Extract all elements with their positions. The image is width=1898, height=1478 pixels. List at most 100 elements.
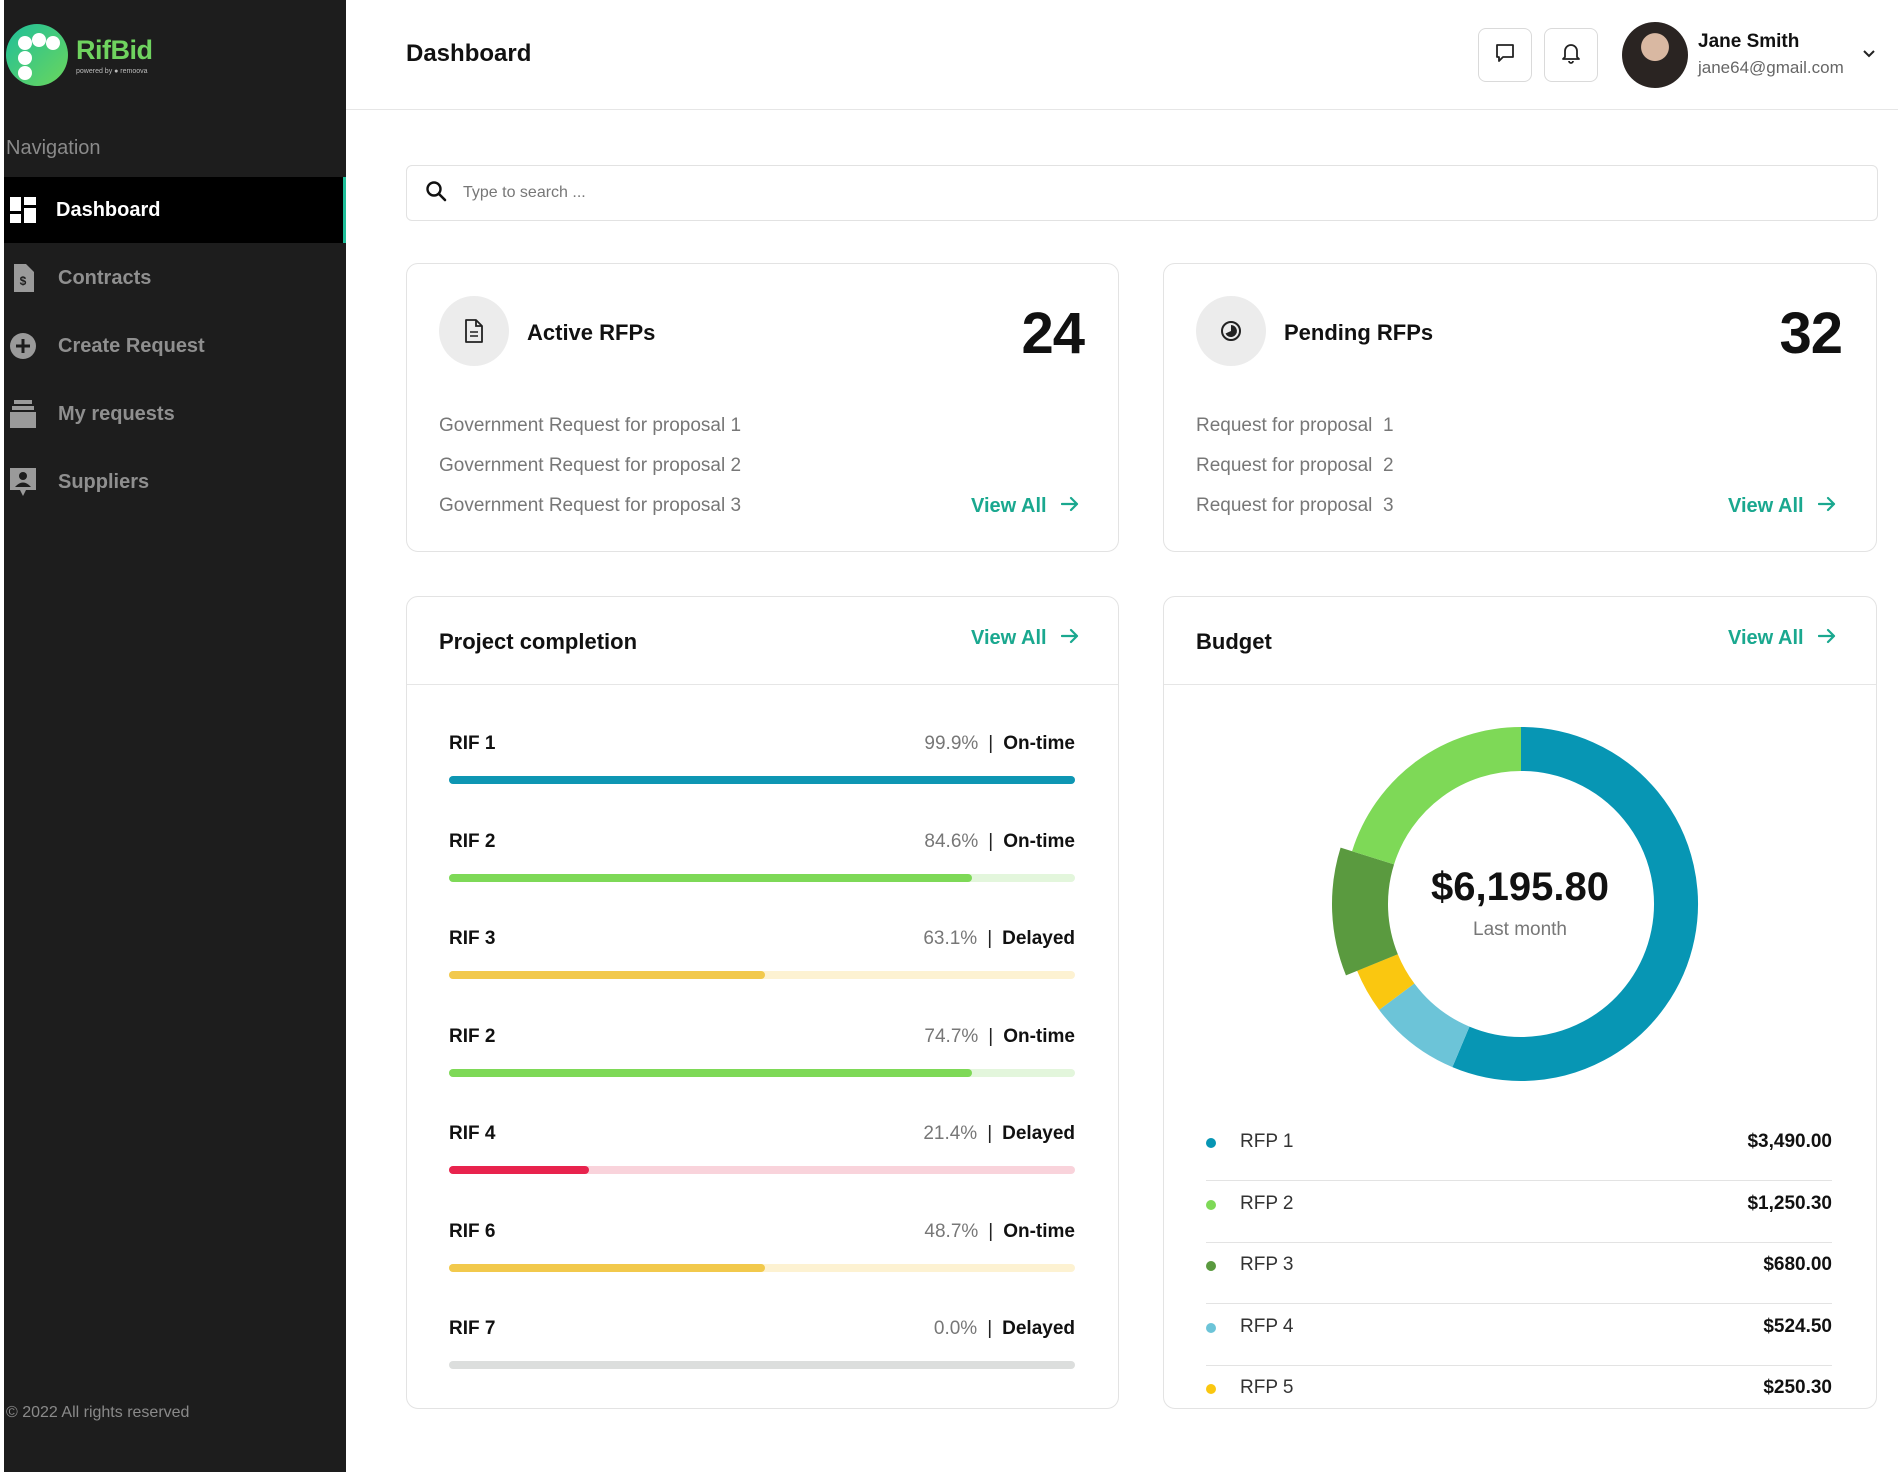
legend-value: $524.50 (1763, 1315, 1832, 1337)
progress-percent: 99.9% (924, 733, 979, 754)
progress-percent: 63.1% (923, 928, 978, 949)
donut-slice-rfp-1[interactable] (1452, 727, 1698, 1081)
brand-logo[interactable]: RifBid powered by ● remoova (6, 24, 153, 86)
budget-view-all-link[interactable]: View All (1728, 627, 1836, 650)
project-completion-card: Project completion View All RIF 1 99.9% | O… (406, 596, 1119, 1409)
progress-name: RIF 2 (449, 1025, 496, 1047)
progress-percent: 48.7% (924, 1220, 979, 1242)
sidebar-item-dashboard[interactable]: Dashboard (4, 177, 346, 243)
sidebar-item-label: My requests (58, 402, 175, 425)
legend-dot (1206, 1261, 1216, 1271)
progress-name: RIF 6 (449, 1220, 496, 1242)
progress-row[interactable]: RIF 4 21.4% | Delayed (449, 1123, 1075, 1183)
progress-fill (449, 873, 972, 882)
progress-status: On-time (1003, 1025, 1075, 1047)
legend-label: RFP 3 (1240, 1254, 1294, 1275)
budget-legend-row[interactable]: RFP 4 $524.50 (1206, 1304, 1832, 1366)
donut-slice-rfp-4[interactable] (1379, 982, 1471, 1068)
search-bar (406, 165, 1878, 221)
list-item[interactable]: Request for proposal 1 (1196, 415, 1394, 436)
progress-name: RIF 3 (449, 928, 496, 949)
pending-rfps-list: Request for proposal 1 Request for propo… (1196, 414, 1394, 534)
progress-status: Delayed (1002, 1123, 1075, 1144)
active-rfps-list: Government Request for proposal 1 Govern… (439, 414, 741, 534)
project-completion-view-all-link[interactable]: View All (971, 627, 1079, 650)
notifications-button[interactable] (1544, 28, 1598, 82)
budget-card: Budget View All $6,195.80 Last month RFP… (1163, 596, 1877, 1409)
legend-dot (1206, 1138, 1216, 1148)
copyright: © 2022 All rights reserved (6, 1404, 190, 1421)
budget-title: Budget (1196, 629, 1272, 654)
project-completion-title: Project completion (439, 629, 638, 654)
contract-document-icon: $ (8, 263, 38, 293)
budget-header: Budget View All (1164, 597, 1876, 685)
sidebar-item-suppliers[interactable]: Suppliers (4, 449, 346, 515)
budget-legend-row[interactable]: RFP 1 $3,490.00 (1206, 1119, 1832, 1181)
brand-name: RifBid (76, 35, 153, 65)
donut-slice-rfp-3[interactable] (1332, 847, 1399, 976)
separator: | (987, 1123, 993, 1144)
progress-fill (449, 1068, 972, 1077)
sidebar-item-label: Dashboard (56, 198, 161, 221)
progress-status: Delayed (1002, 928, 1075, 949)
list-item[interactable]: Government Request for proposal 2 (439, 455, 742, 476)
progress-row[interactable]: RIF 1 99.9% | On-time (449, 733, 1075, 793)
progress-row[interactable]: RIF 7 0.0% | Delayed (449, 1318, 1075, 1378)
budget-legend-row[interactable]: RFP 3 $680.00 (1206, 1242, 1832, 1304)
progress-percent: 84.6% (924, 830, 979, 852)
progress-fill (449, 1263, 765, 1272)
progress-name: RIF 4 (449, 1123, 496, 1144)
view-all-label: View All (971, 495, 1047, 517)
sidebar-item-my-requests[interactable]: My requests (4, 381, 346, 447)
pending-rfps-title: Pending RFPs (1284, 320, 1434, 345)
progress-fill (449, 776, 1075, 784)
list-item[interactable]: Government Request for proposal 1 (439, 415, 742, 436)
progress-row[interactable]: RIF 2 74.7% | On-time (449, 1026, 1075, 1086)
pending-rfps-count: 32 (1779, 301, 1843, 366)
progress-status: Delayed (1002, 1318, 1075, 1339)
top-header: Dashboard Jane Smith jane64@gmail.com (346, 0, 1898, 110)
progress-status: On-time (1003, 733, 1075, 754)
list-item[interactable]: Request for proposal 2 (1196, 455, 1394, 476)
progress-row[interactable]: RIF 6 48.7% | On-time (449, 1221, 1075, 1281)
sidebar-nav: Dashboard $ Contracts Create Request My … (4, 177, 346, 517)
progress-track (449, 1361, 1075, 1369)
donut-slice-rfp-2[interactable] (1352, 727, 1522, 865)
pending-rfps-card: Pending RFPs 32 Request for proposal 1 R… (1163, 263, 1877, 552)
chat-bubble-icon (1495, 43, 1515, 68)
arrow-right-icon (1804, 627, 1836, 650)
sidebar-item-label: Contracts (58, 266, 152, 289)
progress-track (449, 873, 1075, 882)
sidebar: RifBid powered by ● remoova Navigation D… (4, 0, 346, 1472)
svg-text:$: $ (20, 274, 27, 288)
active-rfps-count: 24 (1021, 301, 1085, 366)
progress-fill (449, 1166, 589, 1174)
donut-slice-rfp-5[interactable] (1357, 953, 1415, 1010)
sidebar-item-label: Suppliers (58, 470, 150, 493)
sidebar-item-create-request[interactable]: Create Request (4, 313, 346, 379)
progress-name: RIF 1 (449, 733, 496, 754)
messages-button[interactable] (1478, 28, 1532, 82)
sidebar-item-contracts[interactable]: $ Contracts (4, 245, 346, 311)
list-item[interactable]: Request for proposal 3 (1196, 495, 1394, 516)
progress-fill (449, 971, 765, 979)
progress-track (449, 1166, 1075, 1174)
progress-percent: 21.4% (923, 1123, 978, 1144)
progress-status: On-time (1003, 830, 1075, 852)
user-avatar[interactable] (1622, 22, 1688, 88)
list-item[interactable]: Government Request for proposal 3 (439, 495, 742, 516)
budget-legend-row[interactable]: RFP 2 $1,250.30 (1206, 1181, 1832, 1243)
pending-rfps-view-all-link[interactable]: View All (1728, 495, 1836, 518)
progress-percent: 74.7% (924, 1025, 979, 1047)
active-rfps-view-all-link[interactable]: View All (971, 495, 1079, 518)
progress-row[interactable]: RIF 2 84.6% | On-time (449, 831, 1075, 891)
arrow-right-icon (1047, 627, 1079, 650)
search-input[interactable] (463, 184, 1763, 202)
view-all-label: View All (971, 627, 1047, 649)
budget-legend-row[interactable]: RFP 5 $250.30 (1206, 1365, 1832, 1427)
chevron-down-icon[interactable] (1862, 46, 1876, 64)
progress-row[interactable]: RIF 3 63.1% | Delayed (449, 928, 1075, 988)
nav-heading: Navigation (6, 137, 101, 159)
legend-label: RFP 2 (1240, 1192, 1294, 1214)
budget-period: Last month (1473, 919, 1567, 940)
